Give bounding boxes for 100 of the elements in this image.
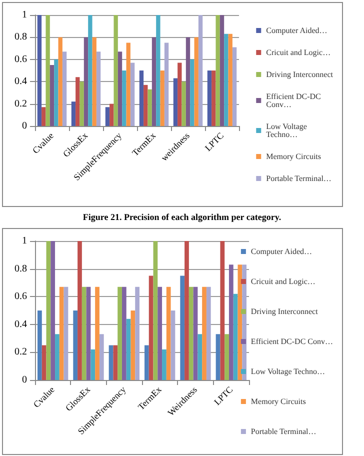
bar	[160, 70, 164, 126]
bar	[126, 318, 131, 380]
bar	[126, 42, 130, 126]
bar	[118, 52, 122, 126]
caption: Figure 21. Precision of each algorithm per category.	[82, 212, 282, 222]
bar	[110, 104, 114, 126]
bar	[216, 334, 220, 380]
bar	[96, 52, 101, 126]
bar	[73, 310, 78, 380]
bar	[152, 37, 156, 126]
legend-label: Portable Terminal…	[250, 427, 316, 436]
bar	[37, 310, 42, 380]
bar	[62, 52, 67, 126]
bar	[82, 286, 86, 380]
bar	[50, 241, 56, 380]
legend-label: Computer Aided…	[250, 247, 312, 256]
bar	[95, 286, 100, 380]
bar	[105, 107, 110, 126]
bar	[206, 286, 211, 380]
bar	[212, 70, 216, 126]
bar	[99, 334, 104, 380]
bar	[108, 345, 114, 380]
bar	[178, 62, 182, 126]
y-tick-label: 0	[22, 120, 27, 132]
bar	[198, 15, 203, 126]
y-tick-label: 0.4	[14, 76, 27, 88]
bar	[55, 334, 60, 380]
bar	[78, 241, 82, 380]
bar	[224, 334, 229, 380]
y-tick-label: 0.2	[14, 98, 27, 110]
bar	[64, 286, 68, 380]
bar	[188, 286, 194, 380]
y-tick-label: 1	[22, 236, 27, 246]
bar	[59, 286, 64, 380]
legend-label: Driving Interconnect	[266, 70, 334, 79]
y-tick-label: 0.6	[14, 54, 27, 65]
bar	[148, 89, 152, 126]
bar	[198, 334, 202, 380]
bar	[220, 15, 224, 126]
y-tick-label: 0.8	[14, 32, 27, 43]
bar	[144, 345, 149, 380]
bar	[71, 102, 76, 126]
bar	[232, 47, 237, 126]
bar	[216, 15, 220, 126]
bar	[88, 15, 92, 126]
bar	[135, 286, 140, 380]
legend-label: Memory Circuits	[266, 152, 322, 161]
bar	[130, 310, 136, 380]
bar	[238, 264, 242, 380]
bar	[193, 286, 198, 380]
legend-label: Cricuit and Logic…	[266, 48, 331, 57]
bar	[186, 37, 190, 126]
bar	[114, 15, 118, 126]
bar	[220, 241, 225, 380]
bar	[90, 349, 96, 380]
bar	[42, 107, 46, 126]
y-tick-label: 0.8	[14, 263, 27, 274]
bar	[144, 84, 148, 126]
bar	[113, 345, 118, 380]
legend-label: Memory Circuits	[250, 397, 306, 406]
bar	[228, 264, 234, 380]
bar	[194, 37, 198, 126]
bar	[170, 310, 176, 380]
y-tick-label: 0.6	[14, 291, 27, 302]
legend-label: Low Voltage Techno…	[250, 367, 326, 376]
bar	[233, 294, 238, 380]
legend-label: Efficient DC-DC Conv…	[250, 337, 334, 346]
bar	[46, 15, 50, 126]
bar	[76, 77, 80, 126]
bar	[207, 70, 212, 126]
bar	[42, 345, 46, 380]
bar	[80, 82, 84, 126]
bar	[84, 37, 88, 126]
bar	[162, 349, 166, 380]
bar	[180, 276, 185, 380]
bar	[224, 34, 228, 126]
legend-label: Computer Aided…	[266, 26, 328, 35]
y-tick-label: 1	[22, 10, 27, 20]
y-tick-label: 0.4	[14, 318, 27, 330]
bar	[122, 70, 126, 126]
bar	[166, 286, 171, 380]
legend-label: Efficient DC-DC Conv…	[266, 92, 323, 109]
bar	[164, 42, 169, 126]
y-tick-label: 0	[22, 374, 27, 386]
bar	[118, 286, 122, 380]
bar	[158, 286, 162, 380]
legend-label: Driving Interconnect	[250, 307, 319, 316]
bar	[92, 37, 96, 126]
bar	[182, 82, 186, 126]
bar	[86, 286, 91, 380]
legend-label: Cricuit and Logic…	[250, 277, 316, 286]
bar	[228, 34, 232, 126]
bar	[130, 62, 135, 126]
legend-label: Portable Terminal…	[266, 174, 332, 183]
y-tick-label: 0.2	[14, 346, 27, 358]
bar	[184, 241, 189, 380]
bar	[190, 59, 194, 126]
bar	[58, 37, 62, 126]
bar	[202, 286, 206, 380]
bar	[54, 59, 58, 126]
